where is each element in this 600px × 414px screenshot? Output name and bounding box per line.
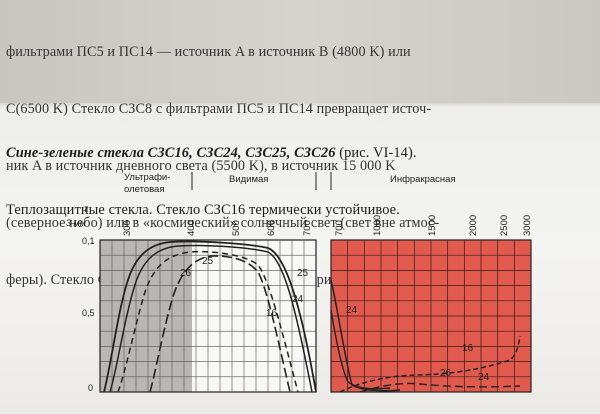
paragraph-top-line-3: ник A в источник дневного света (5500 K)… [6, 158, 396, 174]
curve-25-left [103, 240, 317, 393]
x-tick-700-right: 700 [334, 220, 345, 236]
left-frame [99, 239, 317, 393]
curve-16-left [117, 250, 299, 393]
x-tick-1000: 1000 [372, 214, 383, 236]
x-tick-300: 300 [122, 220, 133, 236]
heading-rest: (рис. VI-14). [335, 145, 417, 161]
region-label-visible: Видимая [229, 174, 269, 185]
transmission-figure: τ 3 мм 0,1 0,5 0 Ультрафи- олетовая Види… [0, 160, 600, 414]
x-tick-700-left: 700 [302, 220, 313, 236]
curve-26-left [149, 255, 291, 393]
left-grid [100, 240, 316, 392]
heat-protection-line: Теплозащитные стекла. Стекло СЗС16 терми… [6, 202, 400, 218]
paragraph-top-line-4: (северное небо) или в «космический» солн… [6, 215, 440, 231]
x-tick-400: 400 [186, 220, 197, 236]
curve-16-right [339, 335, 521, 393]
right-grid [331, 240, 531, 392]
figure-graph [99, 172, 532, 393]
y-tick-zero: 0 [88, 383, 94, 393]
curve-label-24-left: 24 [292, 294, 304, 305]
curve-label-16-ir: 16 [462, 343, 474, 354]
curve-label-25-right-edge: 25 [297, 268, 309, 279]
curve-label-26-ir: 26 [440, 368, 452, 379]
curve-label-16-left: 16 [266, 308, 278, 319]
heading-bold: Сине-зеленые стекла СЗС16, СЗС24, СЗС25,… [6, 145, 336, 161]
curve-24-left [109, 244, 313, 393]
y-tick-mid: 0,5 [82, 308, 95, 318]
y-axis-symbol: τ [84, 204, 88, 215]
curve-25-right [330, 279, 401, 392]
curve-label-25-left: 25 [202, 256, 214, 267]
x-tick-1500: 1500 [427, 214, 438, 236]
curve-26-right [359, 382, 521, 393]
paragraph-top-line-1: фильтрами ПС5 и ПС14 — источник A в исто… [6, 44, 411, 60]
curve-label-26-left: 26 [180, 268, 192, 279]
heading-line: Сине-зеленые стекла СЗС16, СЗС24, СЗС25,… [6, 144, 596, 163]
top-paragraph-background [0, 0, 600, 103]
region-label-uv: Ультрафи- олетовая [124, 172, 171, 195]
curve-label-24-ir-low: 24 [478, 372, 490, 383]
x-tick-2000: 2000 [468, 214, 479, 236]
y-tick-top: 0,1 [82, 236, 95, 246]
region-label-ir: Инфракрасная [390, 174, 456, 185]
x-tick-2500: 2500 [499, 214, 510, 236]
x-tick-3000: 3000 [522, 214, 533, 236]
x-tick-600: 600 [266, 220, 277, 236]
paragraph-glasses: Сине-зеленые стекла СЗС16, СЗС24, СЗС25,… [6, 106, 596, 258]
y-axis-unit: 3 мм [66, 218, 86, 228]
right-frame [330, 239, 532, 393]
x-tick-500: 500 [231, 220, 242, 236]
curve-label-24-ir: 24 [346, 305, 358, 316]
paragraph-top-line-2: C(6500 K) Стекло СЗС8 с фильтрами ПС5 и … [6, 101, 432, 117]
